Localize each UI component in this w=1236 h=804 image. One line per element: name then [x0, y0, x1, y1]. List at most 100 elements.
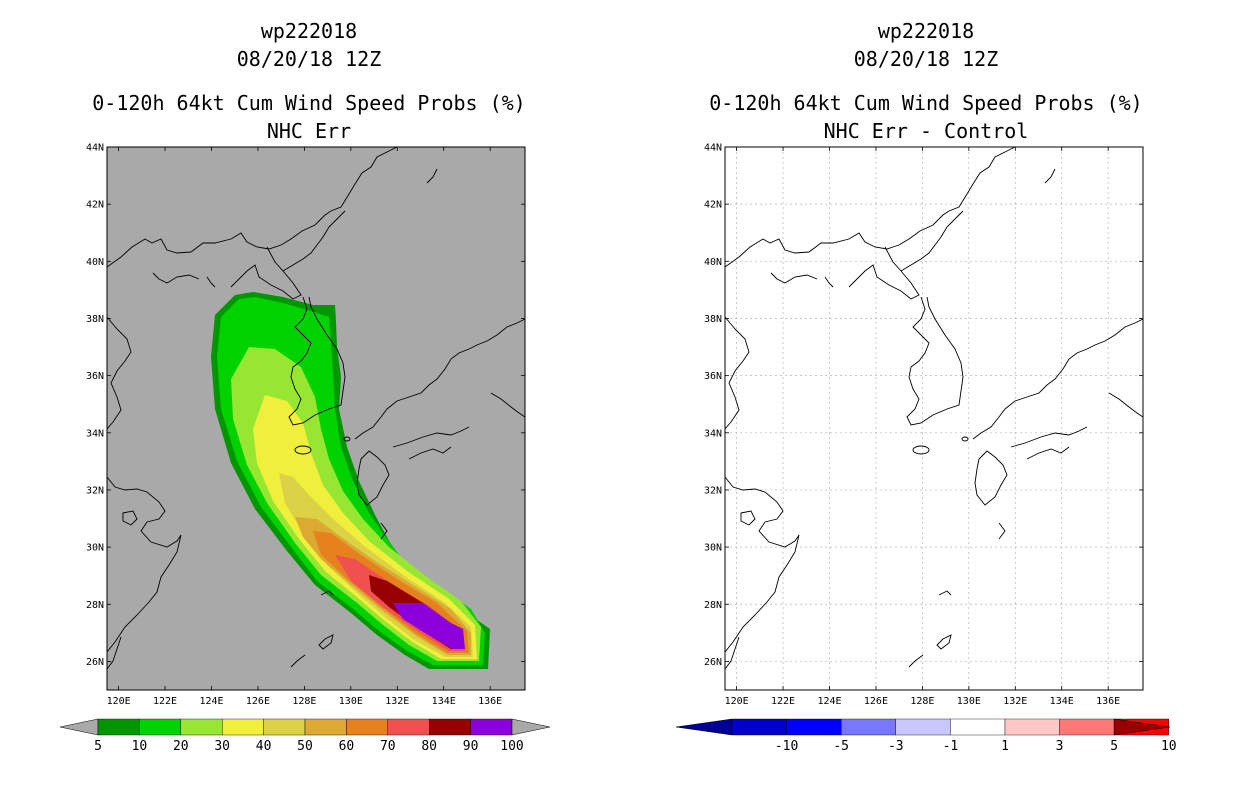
lon-tick-label: 136E — [1096, 696, 1120, 707]
lat-tick-label: 36N — [86, 371, 104, 382]
right-title-line4: NHC Err - Control — [824, 119, 1029, 143]
colorbar-right-arrow-icon — [1113, 718, 1171, 736]
lat-tick-label: 44N — [704, 143, 722, 154]
lon-tick-label: 130E — [339, 696, 363, 707]
colorbar-swatch — [263, 718, 306, 736]
colorbar-label: -3 — [888, 739, 904, 754]
colorbar-right-arrow-icon — [511, 718, 551, 736]
lat-tick-label: 36N — [704, 371, 722, 382]
lat-tick-label: 38N — [86, 314, 104, 325]
left-title-line2: 08/20/18 12Z — [237, 47, 382, 71]
lon-tick-label: 124E — [199, 696, 223, 707]
right-title-line1: wp222018 — [878, 19, 974, 43]
colorbar-swatch — [429, 718, 471, 736]
left-axis-ticks: 120E 122E 124E 126E 128E 130E 132E 134E 136E 26N 2… — [86, 143, 525, 707]
colorbar-swatch — [786, 718, 842, 736]
colorbar-label: 10 — [1161, 739, 1177, 754]
colorbar-label: 3 — [1056, 739, 1064, 754]
lat-tick-label: 34N — [704, 428, 722, 439]
lon-tick-label: 120E — [725, 696, 749, 707]
colorbar-label: 50 — [297, 739, 313, 754]
lat-tick-label: 32N — [704, 485, 722, 496]
lat-tick-label: 40N — [86, 257, 104, 268]
colorbar-label: 5 — [94, 739, 102, 754]
colorbar-swatch — [346, 718, 388, 736]
colorbar-label: 100 — [500, 739, 523, 754]
right-title-line3: 0-120h 64kt Cum Wind Speed Probs (%) — [709, 91, 1142, 115]
probability-swath — [211, 292, 490, 669]
colorbar-label: 80 — [421, 739, 437, 754]
lat-tick-label: 42N — [86, 200, 104, 211]
colorbar-swatch — [180, 718, 223, 736]
colorbar-label: 90 — [463, 739, 479, 754]
left-title-line1: wp222018 — [261, 19, 357, 43]
lon-tick-label: 126E — [864, 696, 888, 707]
colorbar-label: -10 — [775, 739, 798, 754]
colorbar-label: 60 — [339, 739, 355, 754]
lon-tick-label: 128E — [292, 696, 316, 707]
colorbar-label: 70 — [380, 739, 396, 754]
colorbar-swatch — [221, 718, 264, 736]
lon-tick-label: 132E — [1003, 696, 1027, 707]
left-title-line4: NHC Err — [267, 119, 351, 143]
lon-tick-label: 128E — [910, 696, 934, 707]
colorbar-label: 5 — [1110, 739, 1118, 754]
lon-tick-label: 124E — [817, 696, 841, 707]
lat-tick-label: 26N — [704, 657, 722, 668]
lon-tick-label: 120E — [107, 696, 131, 707]
colorbar-swatch — [1059, 718, 1115, 736]
lat-tick-label: 30N — [704, 543, 722, 554]
lat-tick-label: 28N — [704, 600, 722, 611]
left-title-line3: 0-120h 64kt Cum Wind Speed Probs (%) — [92, 91, 525, 115]
lat-tick-label: 28N — [86, 600, 104, 611]
left-colorbar: 5 10 20 30 40 50 60 70 80 90 100 — [59, 718, 551, 754]
right-colorbar: -10 -5 -3 -1 1 3 5 10 — [675, 718, 1177, 754]
right-map: 120E 122E 124E 126E 128E 130E 132E 134E 136E 26N 2… — [704, 143, 1144, 707]
colorbar-swatch — [387, 718, 430, 736]
colorbar-label: -5 — [833, 739, 849, 754]
lat-tick-label: 38N — [704, 314, 722, 325]
colorbar-swatch — [304, 718, 347, 736]
lon-tick-label: 126E — [246, 696, 270, 707]
lat-tick-label: 32N — [86, 485, 104, 496]
left-map-frame — [106, 146, 526, 691]
right-map-background — [725, 147, 1143, 690]
colorbar-swatch — [97, 718, 140, 736]
lon-tick-label: 130E — [957, 696, 981, 707]
colorbar-label: 10 — [132, 739, 148, 754]
colorbar-label: 40 — [256, 739, 272, 754]
swath-90pct — [393, 603, 465, 649]
colorbar-swatch — [139, 718, 181, 736]
colorbar-left-arrow-icon — [59, 718, 99, 736]
colorbar-label: 1 — [1001, 739, 1009, 754]
colorbar-label: 30 — [214, 739, 230, 754]
left-map: 120E 122E 124E 126E 128E 130E 132E 134E 136E 26N 2… — [86, 143, 526, 707]
colorbar-swatch — [895, 718, 951, 736]
colorbar-label: 20 — [173, 739, 189, 754]
right-panel: wp222018 08/20/18 12Z 0-120h 64kt Cum Wi… — [675, 19, 1177, 754]
right-map-frame — [724, 146, 1144, 691]
left-panel: wp222018 08/20/18 12Z 0-120h 64kt Cum Wi… — [59, 19, 551, 754]
lon-tick-label: 136E — [478, 696, 502, 707]
lat-tick-label: 44N — [86, 143, 104, 154]
colorbar-swatch — [731, 718, 787, 736]
colorbar-swatch — [470, 718, 513, 736]
lon-tick-label: 122E — [771, 696, 795, 707]
colorbar-label: -1 — [943, 739, 959, 754]
colorbar-swatch — [1004, 718, 1060, 736]
lat-tick-label: 42N — [704, 200, 722, 211]
lat-tick-label: 40N — [704, 257, 722, 268]
lon-tick-label: 132E — [385, 696, 409, 707]
right-axis-ticks: 120E 122E 124E 126E 128E 130E 132E 134E 136E 26N 2… — [704, 143, 1143, 707]
colorbar-swatch — [950, 718, 1006, 736]
lat-tick-label: 26N — [86, 657, 104, 668]
lon-tick-label: 134E — [432, 696, 456, 707]
lat-tick-label: 30N — [86, 543, 104, 554]
colorbar-left-arrow-icon — [675, 718, 733, 736]
colorbar-swatch — [841, 718, 897, 736]
right-gridlines — [725, 146, 1143, 690]
lat-tick-label: 34N — [86, 428, 104, 439]
lon-tick-label: 134E — [1050, 696, 1074, 707]
right-title-line2: 08/20/18 12Z — [854, 47, 999, 71]
